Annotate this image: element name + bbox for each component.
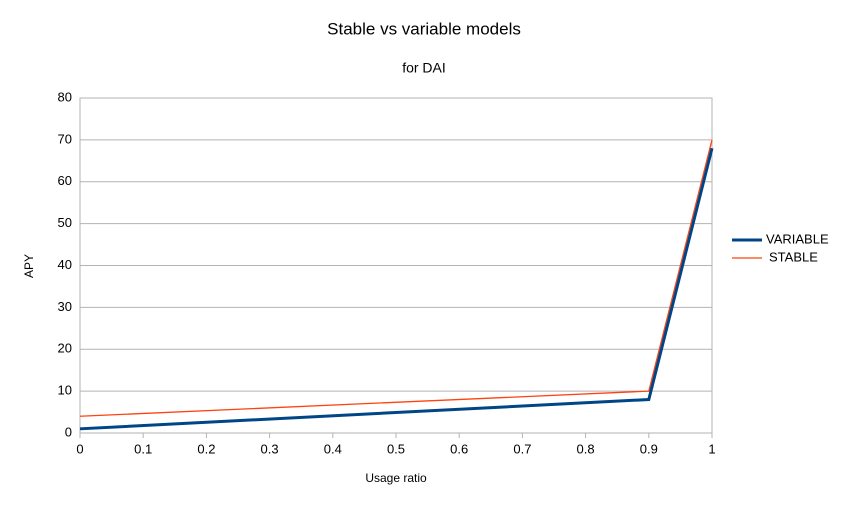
y-axis-label: APY: [22, 254, 36, 278]
y-tick-label: 60: [58, 173, 72, 188]
x-tick-label: 0.5: [387, 441, 405, 456]
line: [79, 147, 714, 431]
y-tick-label: 10: [58, 383, 72, 398]
x-tick-label: 0.7: [513, 441, 531, 456]
line: [79, 139, 713, 417]
x-tick-label: 0: [76, 441, 83, 456]
legend-label: VARIABLE: [766, 231, 829, 246]
x-tick-label: 0.4: [324, 441, 342, 456]
x-tick-label: 0.8: [577, 441, 595, 456]
chart-title: Stable vs variable models: [327, 19, 521, 38]
x-tick-label: 1: [708, 441, 715, 456]
y-tick-label: 50: [58, 215, 72, 230]
x-tick-label: 0.9: [640, 441, 658, 456]
y-tick-label: 30: [58, 299, 72, 314]
x-axis-label: Usage ratio: [365, 471, 427, 485]
x-tick-label: 0.1: [134, 441, 152, 456]
y-tick-label: 20: [58, 341, 72, 356]
y-tick-label: 40: [58, 257, 72, 272]
x-tick-label: 0.2: [197, 441, 215, 456]
x-tick-label: 0.3: [261, 441, 279, 456]
y-tick-label: 70: [58, 131, 72, 146]
chart-subtitle: for DAI: [402, 60, 446, 76]
y-tick-label: 80: [58, 89, 72, 104]
legend-label: STABLE: [769, 249, 818, 264]
y-tick-label: 0: [65, 424, 72, 439]
x-tick-label: 0.6: [450, 441, 468, 456]
